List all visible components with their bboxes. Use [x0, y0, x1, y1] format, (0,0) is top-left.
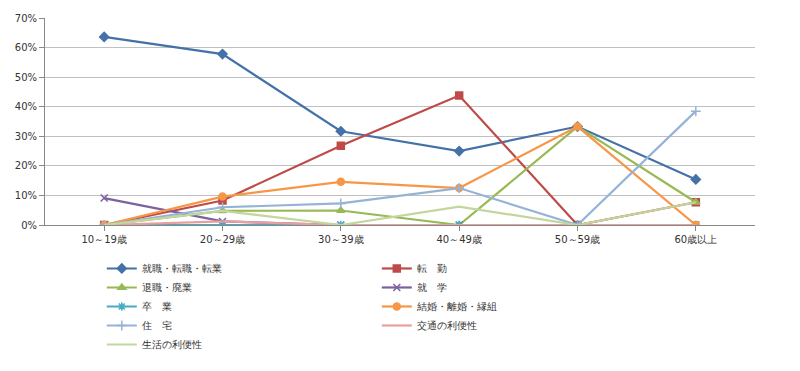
svg-text:30～39歳: 30～39歳 [318, 234, 363, 245]
svg-text:生活の利便性: 生活の利便性 [142, 339, 202, 350]
svg-text:結婚・離婚・縁組: 結婚・離婚・縁組 [416, 301, 497, 312]
svg-text:10%: 10% [15, 190, 37, 201]
svg-text:70%: 70% [15, 13, 37, 24]
svg-text:就職・転職・転業: 就職・転職・転業 [142, 263, 222, 274]
svg-text:60歳以上: 60歳以上 [674, 234, 717, 245]
svg-text:20%: 20% [15, 160, 37, 171]
svg-text:30%: 30% [15, 131, 37, 142]
svg-text:卒 業: 卒 業 [142, 301, 172, 312]
svg-text:0%: 0% [21, 220, 37, 231]
svg-text:40～49歳: 40～49歳 [436, 234, 481, 245]
svg-text:退職・廃業: 退職・廃業 [142, 282, 192, 293]
svg-text:住 宅: 住 宅 [142, 320, 172, 331]
svg-text:50%: 50% [15, 72, 37, 83]
svg-text:転 勤: 転 勤 [417, 263, 447, 274]
svg-text:60%: 60% [15, 42, 37, 53]
svg-text:10～19歳: 10～19歳 [81, 234, 126, 245]
svg-text:交通の利便性: 交通の利便性 [417, 320, 477, 331]
svg-text:50～59歳: 50～59歳 [555, 234, 600, 245]
svg-text:40%: 40% [15, 101, 37, 112]
svg-text:就 学: 就 学 [417, 282, 447, 293]
svg-text:20～29歳: 20～29歳 [200, 234, 245, 245]
